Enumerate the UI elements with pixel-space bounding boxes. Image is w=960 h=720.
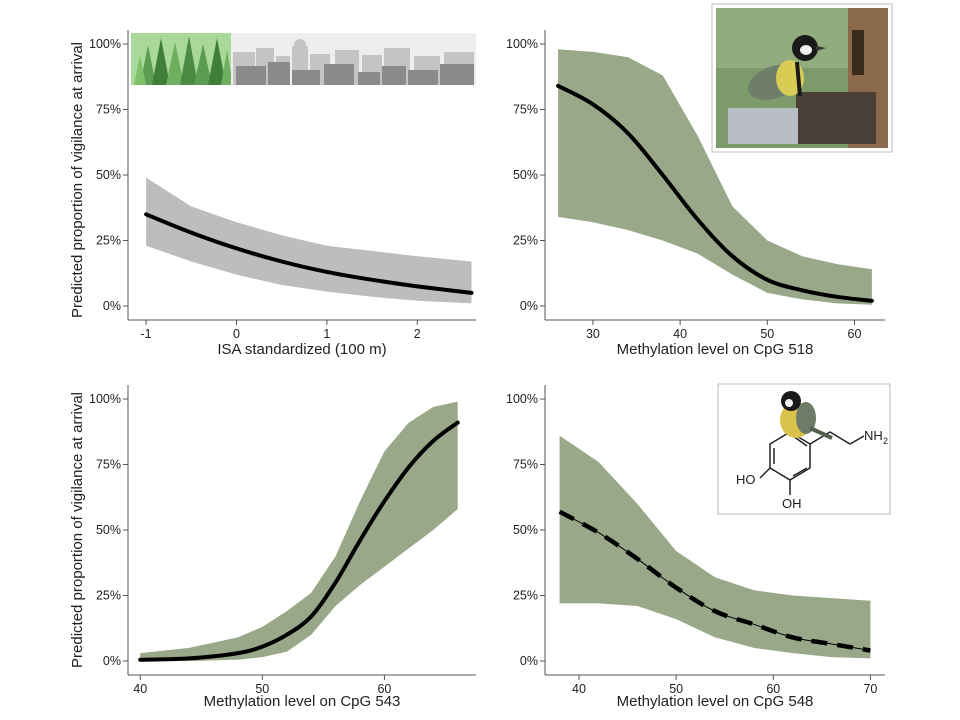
y-tick-label: 50%	[96, 523, 121, 537]
fit-line	[556, 83, 874, 303]
x-tick-label: 50	[255, 682, 269, 696]
y-tick-label: 25%	[513, 589, 538, 603]
forest-trees-icon	[134, 36, 233, 85]
y-tick-label: 100%	[89, 37, 121, 51]
y-tick-label: 100%	[506, 37, 538, 51]
y-tick-label: 0%	[103, 654, 121, 668]
city-skyline-icon	[233, 39, 474, 85]
y-tick-label: 75%	[513, 458, 538, 472]
x-tick-label: 40	[133, 682, 147, 696]
ho-label: HO	[736, 472, 756, 487]
y-tick-label: 75%	[513, 103, 538, 117]
dopamine-molecule-icon	[759, 431, 865, 495]
x-tick-label: 40	[673, 327, 687, 341]
y-tick-label: 25%	[96, 234, 121, 248]
x-tick-label: 1	[323, 327, 330, 341]
y-tick-label: 0%	[103, 299, 121, 313]
fit-line	[138, 420, 460, 662]
y-tick-label: 50%	[513, 523, 538, 537]
nh2-label: NH	[864, 428, 883, 443]
y-axis-label-bottom: Predicted proportion of vigilance at arr…	[69, 392, 86, 668]
confidence-band	[558, 49, 872, 305]
panel-cpg518: 0% 25% 50% 75% 100% 30 40 50 60 Methylation level…	[506, 30, 885, 358]
x-axis-label: Methylation level on CpG 518	[617, 341, 814, 358]
panel-isa: 0% 25% 50% 75% 100% -1 0 1 2 ISA standardized (10…	[89, 30, 476, 358]
nest-box-roof	[796, 92, 876, 144]
x-tick-label: 30	[586, 327, 600, 341]
oh-label: OH	[782, 496, 802, 511]
y-tick-label: 25%	[513, 234, 538, 248]
y-tick-label: 50%	[513, 168, 538, 182]
great-tit-photo	[711, 3, 893, 153]
confidence-band	[140, 401, 458, 661]
x-axis-label: ISA standardized (100 m)	[217, 341, 386, 358]
fit-line	[558, 509, 871, 653]
y-tick-label: 25%	[96, 589, 121, 603]
perched-bird-icon	[780, 391, 833, 440]
x-axis-label: Methylation level on CpG 548	[617, 693, 814, 710]
x-axis-label: Methylation level on CpG 543	[204, 693, 401, 710]
x-tick-label: 40	[572, 682, 586, 696]
y-tick-label: 75%	[96, 103, 121, 117]
y-tick-label: 75%	[96, 458, 121, 472]
y-tick-label: 100%	[506, 392, 538, 406]
x-tick-label: 60	[766, 682, 780, 696]
x-tick-label: 60	[377, 682, 391, 696]
y-tick-label: 0%	[520, 299, 538, 313]
x-tick-label: 70	[863, 682, 877, 696]
great-tit-bird-icon	[748, 35, 826, 100]
y-tick-label: 0%	[520, 654, 538, 668]
y-axis-label-top: Predicted proportion of vigilance at arr…	[69, 42, 86, 318]
nh2-subscript: 2	[883, 436, 888, 446]
confidence-band	[146, 177, 472, 304]
fit-line	[144, 212, 474, 295]
x-tick-label: -1	[141, 327, 152, 341]
y-tick-label: 100%	[89, 392, 121, 406]
x-tick-label: 60	[848, 327, 862, 341]
feeder-device	[728, 108, 798, 144]
y-tick-label: 50%	[96, 168, 121, 182]
x-tick-label: 0	[233, 327, 240, 341]
x-tick-label: 50	[669, 682, 683, 696]
panel-cpg548: 0% 25% 50% 75% 100% 40 50 60 70 Methylation level…	[506, 385, 885, 710]
confidence-band	[559, 435, 871, 659]
great-tit-on-dopamine: HO OH NH 2	[717, 383, 891, 515]
forest-city-banner	[131, 33, 476, 85]
x-tick-label: 50	[760, 327, 774, 341]
x-tick-label: 2	[414, 327, 421, 341]
